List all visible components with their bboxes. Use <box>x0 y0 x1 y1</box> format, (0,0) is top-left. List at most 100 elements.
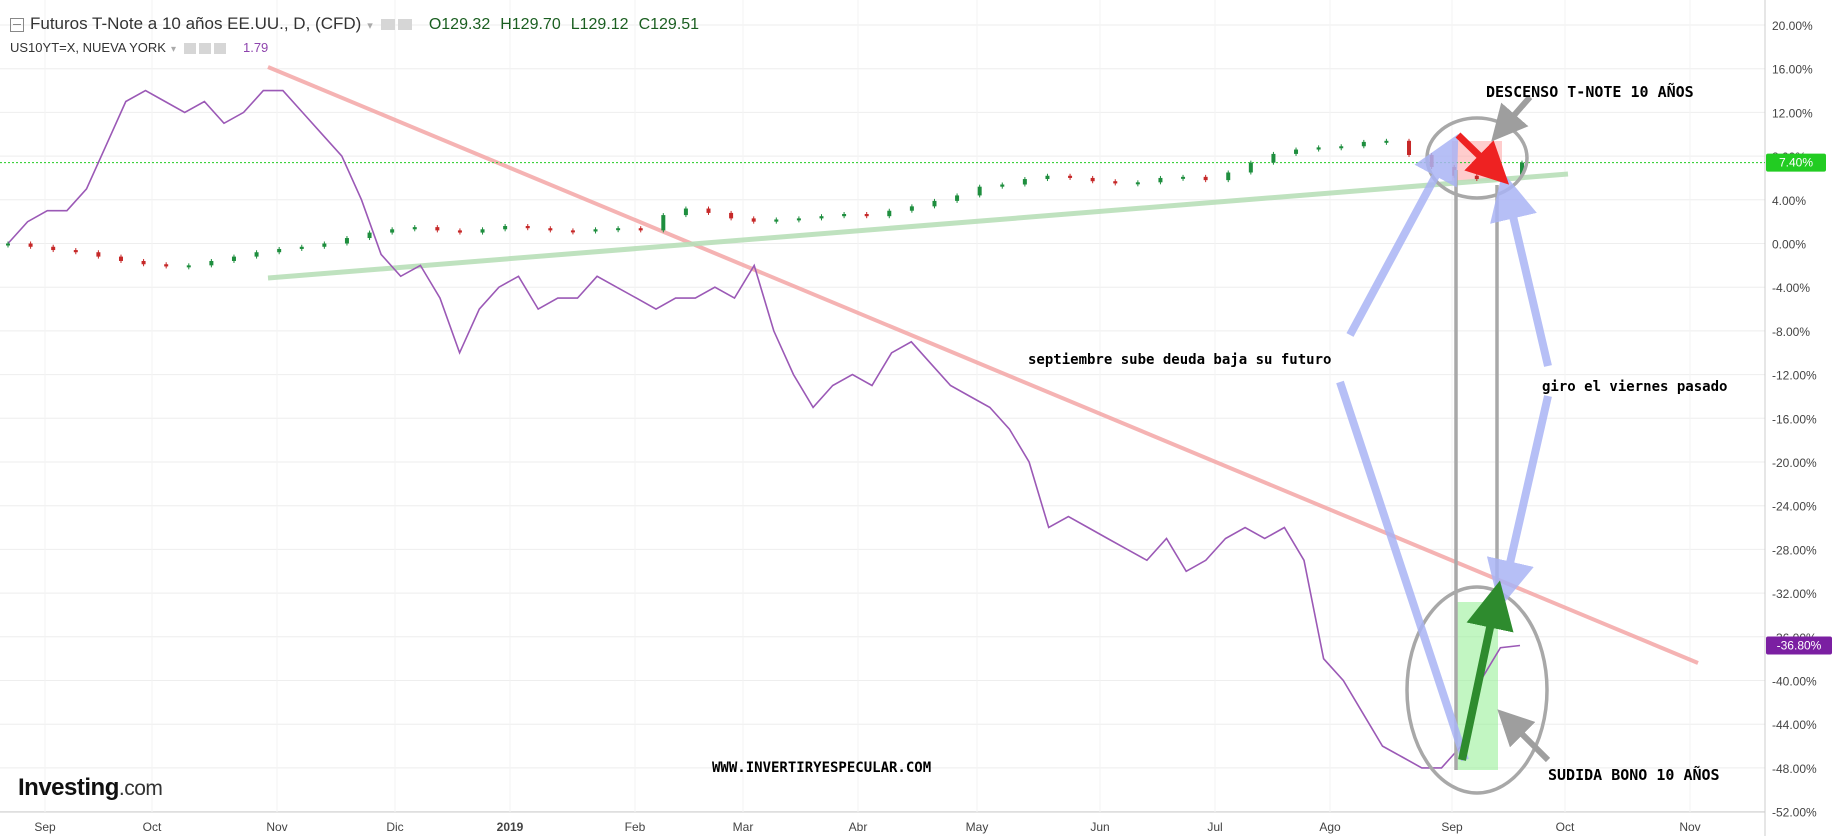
logo-brand: Investing <box>18 774 119 801</box>
candle-body <box>141 260 146 265</box>
price-badge-purple-label: -36.80% <box>1777 639 1822 653</box>
gray-arrow-bottom <box>1497 709 1551 763</box>
price-badges: 7.40% -36.80% <box>1766 153 1832 655</box>
candle-body <box>367 232 372 239</box>
candle-body <box>1339 146 1344 149</box>
candle-body <box>503 226 508 230</box>
candle-body <box>51 246 56 251</box>
candle-body <box>1068 175 1073 178</box>
open-value: O129.32 <box>428 16 491 33</box>
candle-body <box>412 227 417 230</box>
candle-body <box>299 246 304 249</box>
candle-body <box>164 264 169 267</box>
chevron-down-icon[interactable]: ▾ <box>170 44 176 55</box>
comparison-symbol: US10YT=X, NUEVA YORK <box>10 40 166 55</box>
gray-arrow-top <box>1491 95 1533 142</box>
y-tick-label: 4.00% <box>1772 194 1806 208</box>
candle-body <box>593 229 598 232</box>
annotation-subida: SUDIDA BONO 10 AÑOS <box>1548 766 1720 784</box>
collapse-icon[interactable] <box>10 17 24 32</box>
x-tick-label: May <box>966 820 989 834</box>
candle-body <box>774 219 779 222</box>
close-value: C129.51 <box>638 16 700 33</box>
candle-body <box>480 229 485 233</box>
candle-body <box>1474 175 1479 180</box>
candle-body <box>254 252 259 257</box>
blue-arrow-up-left <box>1346 133 1459 337</box>
y-tick-label: -16.00% <box>1772 412 1817 426</box>
candle-body <box>706 208 711 213</box>
candle-body <box>96 252 101 257</box>
chart-grid <box>0 0 1766 836</box>
blue-arrow-up-right <box>1490 171 1552 367</box>
chevron-down-icon[interactable]: ▾ <box>367 20 373 32</box>
x-tick-label: Nov <box>266 820 287 834</box>
candle-body <box>1090 177 1095 182</box>
candle-body <box>661 215 666 231</box>
candle-body <box>1135 182 1140 185</box>
x-tick-label: Oct <box>1556 820 1575 834</box>
x-tick-label: Nov <box>1679 820 1700 834</box>
y-tick-label: -32.00% <box>1772 587 1817 601</box>
price-badge-purple <box>1766 636 1832 655</box>
eye-icon[interactable] <box>380 19 395 31</box>
y-tick-label: 12.00% <box>1772 106 1813 120</box>
y-tick-label: -24.00% <box>1772 500 1817 514</box>
settings-icon[interactable] <box>198 43 211 55</box>
settings-icon[interactable] <box>397 19 412 31</box>
candle-body <box>277 248 282 253</box>
candle-body <box>1294 149 1299 154</box>
y-tick-label: -4.00% <box>1772 281 1810 295</box>
x-axis-labels: Sep Oct Nov Dic 2019 Feb Mar Abr May Jun Jul Ago Sep… <box>34 820 1700 834</box>
candle-body <box>1407 140 1412 156</box>
candle-body <box>1429 155 1434 168</box>
x-tick-label: Sep <box>34 820 56 834</box>
candle-body <box>435 227 440 231</box>
candle-body <box>344 238 349 244</box>
yield-series <box>7 89 1521 769</box>
candle-body <box>1226 172 1231 181</box>
candle-body <box>955 195 960 201</box>
y-tick-label: -40.00% <box>1772 675 1817 689</box>
x-tick-label: Jul <box>1207 820 1222 834</box>
candle-body <box>909 206 914 211</box>
candle-body <box>1497 174 1502 180</box>
investing-logo: Investing.com <box>18 774 163 802</box>
blue-line-down <box>1336 380 1469 762</box>
candle-body <box>1000 184 1005 187</box>
candle-body <box>1158 177 1163 183</box>
red-arrow <box>1455 132 1510 185</box>
annotation-septiembre: septiembre sube deuda baja su futuro <box>1028 352 1332 368</box>
annotation-website: WWW.INVERTIRYESPECULAR.COM <box>712 760 932 776</box>
candle-body <box>819 216 824 219</box>
x-tick-label: Jun <box>1090 820 1109 834</box>
candle-body <box>457 230 462 233</box>
eye-icon[interactable] <box>183 43 196 55</box>
y-tick-label: 20.00% <box>1772 19 1813 33</box>
x-tick-label: 2019 <box>497 820 524 834</box>
high-value: H129.70 <box>500 16 561 33</box>
candle-body <box>1248 162 1253 173</box>
candle-body <box>1203 176 1208 181</box>
candle-body <box>1022 179 1027 185</box>
candle-body <box>390 229 395 233</box>
y-tick-label: 16.00% <box>1772 63 1813 77</box>
y-tick-label: -44.00% <box>1772 718 1817 732</box>
candle-body <box>209 260 214 266</box>
candle-body <box>796 218 801 221</box>
y-tick-label: -52.00% <box>1772 806 1817 820</box>
candle-body <box>864 214 869 217</box>
x-tick-label: Abr <box>849 820 868 834</box>
candle-body <box>729 212 734 219</box>
candle-body <box>616 228 621 231</box>
close-icon[interactable] <box>213 43 226 55</box>
x-tick-label: Mar <box>733 820 754 834</box>
low-value: L129.12 <box>570 16 629 33</box>
candle-body <box>186 265 191 268</box>
blue-arrow-down-right <box>1486 395 1552 609</box>
candle-body <box>842 214 847 217</box>
y-tick-label: -12.00% <box>1772 369 1817 383</box>
candle-body <box>977 186 982 196</box>
comparison-header: US10YT=X, NUEVA YORK ▾ 1.79 <box>10 40 268 55</box>
candle-body <box>887 210 892 217</box>
